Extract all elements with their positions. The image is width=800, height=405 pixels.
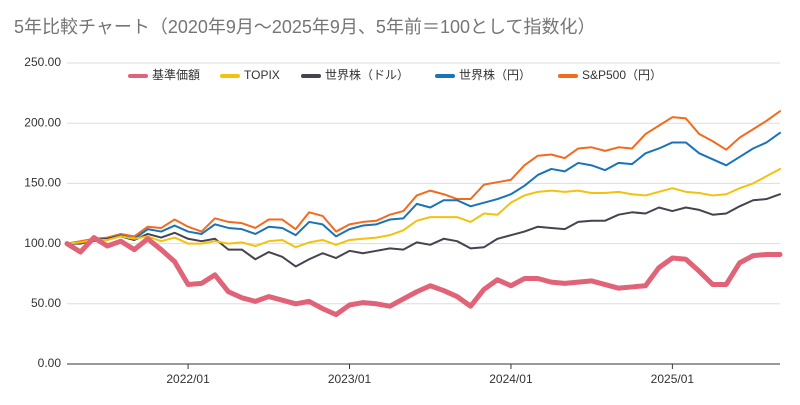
y-tick-label: 150.00 — [24, 176, 61, 190]
y-tick-label: 200.00 — [24, 115, 61, 129]
x-tick-label: 2025/01 — [651, 372, 695, 386]
series-line — [64, 235, 783, 318]
x-tick-label: 2024/01 — [489, 372, 533, 386]
y-tick-label: 250.00 — [24, 55, 61, 69]
y-tick-label: 50.00 — [31, 296, 61, 310]
legend-label: 世界株（円） — [459, 67, 531, 82]
y-tick-label: 0.00 — [38, 356, 62, 370]
legend-label: 基準価額 — [152, 67, 200, 82]
series-line — [66, 110, 781, 245]
x-tick-label: 2022/01 — [166, 372, 210, 386]
legend-label: 世界株（ドル） — [325, 67, 409, 82]
chart-title: 5年比較チャート（2020年9月〜2025年9月、5年前＝100として指数化） — [14, 17, 595, 37]
series-line — [66, 131, 781, 245]
series-line — [66, 193, 781, 268]
series-line — [66, 167, 781, 249]
y-tick-label: 100.00 — [24, 236, 61, 250]
legend-label: S&P500（円） — [582, 68, 662, 82]
x-tick-label: 2023/01 — [328, 372, 372, 386]
legend-label: TOPIX — [244, 68, 280, 82]
